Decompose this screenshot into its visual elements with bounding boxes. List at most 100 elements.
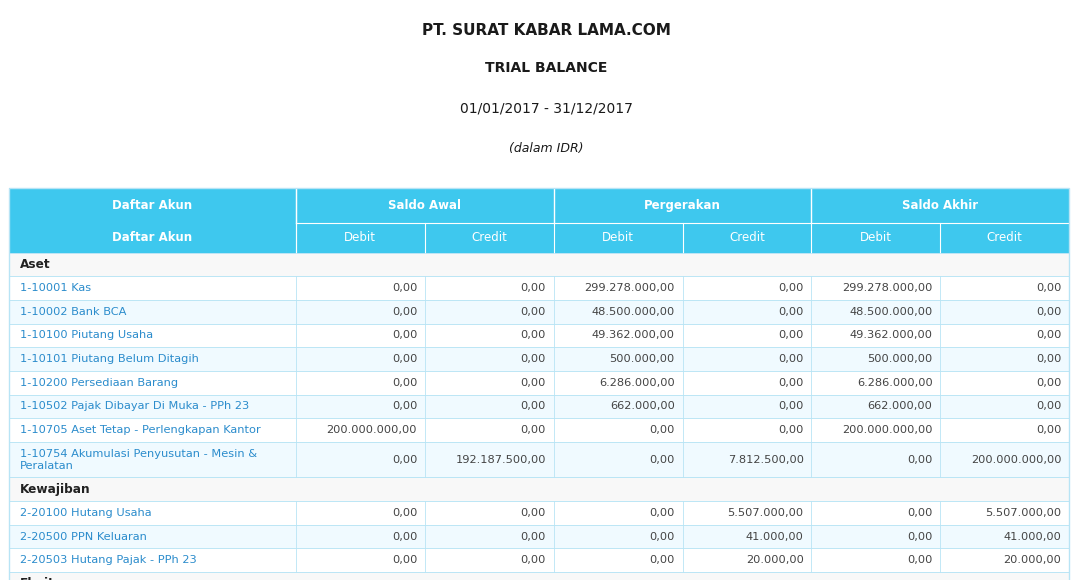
Text: 0,00: 0,00 (779, 378, 804, 388)
Text: (dalam IDR): (dalam IDR) (509, 142, 583, 155)
Text: 0,00: 0,00 (521, 307, 546, 317)
Text: Ekuitas: Ekuitas (20, 578, 70, 580)
Text: 0,00: 0,00 (1036, 307, 1061, 317)
Text: Credit: Credit (472, 231, 507, 244)
Text: 0,00: 0,00 (907, 555, 933, 566)
Bar (9, 477, 1069, 501)
Text: 41.000,00: 41.000,00 (1004, 532, 1061, 542)
Text: 0,00: 0,00 (521, 532, 546, 542)
Text: 0,00: 0,00 (392, 532, 417, 542)
Text: Daftar Akun: Daftar Akun (112, 231, 192, 244)
Text: 0,00: 0,00 (1036, 425, 1061, 435)
Text: PT. SURAT KABAR LAMA.COM: PT. SURAT KABAR LAMA.COM (422, 23, 670, 38)
Text: 192.187.500,00: 192.187.500,00 (455, 455, 546, 465)
Text: 1-10001 Kas: 1-10001 Kas (20, 283, 91, 293)
Text: 7.812.500,00: 7.812.500,00 (727, 455, 804, 465)
Bar (9, 253, 1069, 276)
Text: 200.000.000,00: 200.000.000,00 (842, 425, 933, 435)
Text: 0,00: 0,00 (521, 354, 546, 364)
Text: 1-10705 Aset Tetap - Perlengkapan Kantor: 1-10705 Aset Tetap - Perlengkapan Kantor (20, 425, 260, 435)
Text: Debit: Debit (602, 231, 634, 244)
Text: Saldo Akhir: Saldo Akhir (902, 199, 978, 212)
Text: Credit: Credit (729, 231, 764, 244)
Text: 0,00: 0,00 (392, 283, 417, 293)
Text: 20.000,00: 20.000,00 (1004, 555, 1061, 566)
Text: 0,00: 0,00 (392, 401, 417, 411)
Text: TRIAL BALANCE: TRIAL BALANCE (485, 61, 607, 75)
Text: Aset: Aset (20, 258, 50, 271)
Text: Daftar Akun: Daftar Akun (112, 199, 192, 212)
Text: 0,00: 0,00 (907, 455, 933, 465)
Text: 0,00: 0,00 (392, 354, 417, 364)
Text: 0,00: 0,00 (779, 354, 804, 364)
Text: 0,00: 0,00 (521, 378, 546, 388)
Text: 0,00: 0,00 (779, 425, 804, 435)
Text: 2-20100 Hutang Usaha: 2-20100 Hutang Usaha (20, 508, 152, 518)
Bar (9, 371, 1069, 394)
Bar (9, 347, 1069, 371)
Bar (9, 324, 1069, 347)
Text: 0,00: 0,00 (521, 401, 546, 411)
Text: 0,00: 0,00 (521, 555, 546, 566)
Text: 0,00: 0,00 (779, 283, 804, 293)
Text: 2-20503 Hutang Pajak - PPh 23: 2-20503 Hutang Pajak - PPh 23 (20, 555, 197, 566)
Text: 1-10100 Piutang Usaha: 1-10100 Piutang Usaha (20, 331, 153, 340)
Text: 0,00: 0,00 (1036, 378, 1061, 388)
Text: Saldo Awal: Saldo Awal (389, 199, 461, 212)
Text: 48.500.000,00: 48.500.000,00 (850, 307, 933, 317)
Bar (9, 276, 1069, 300)
Text: 500.000,00: 500.000,00 (867, 354, 933, 364)
Text: Debit: Debit (859, 231, 892, 244)
Text: 0,00: 0,00 (779, 331, 804, 340)
Text: 0,00: 0,00 (1036, 331, 1061, 340)
Text: 01/01/2017 - 31/12/2017: 01/01/2017 - 31/12/2017 (460, 102, 632, 115)
Text: 0,00: 0,00 (392, 331, 417, 340)
Bar (9, 525, 1069, 549)
Text: 0,00: 0,00 (521, 331, 546, 340)
Text: 0,00: 0,00 (779, 307, 804, 317)
Text: 2-20500 PPN Keluaran: 2-20500 PPN Keluaran (20, 532, 146, 542)
Text: 0,00: 0,00 (650, 455, 675, 465)
Text: Kewajiban: Kewajiban (20, 483, 91, 496)
Text: 1-10002 Bank BCA: 1-10002 Bank BCA (20, 307, 126, 317)
Text: 1-10200 Persediaan Barang: 1-10200 Persediaan Barang (20, 378, 178, 388)
Text: 20.000,00: 20.000,00 (746, 555, 804, 566)
Text: 48.500.000,00: 48.500.000,00 (592, 307, 675, 317)
Text: 0,00: 0,00 (650, 508, 675, 518)
Text: 662.000,00: 662.000,00 (610, 401, 675, 411)
Text: 6.286.000,00: 6.286.000,00 (857, 378, 933, 388)
Text: 5.507.000,00: 5.507.000,00 (727, 508, 804, 518)
Text: 0,00: 0,00 (1036, 401, 1061, 411)
Text: 0,00: 0,00 (521, 425, 546, 435)
Text: 500.000,00: 500.000,00 (609, 354, 675, 364)
Text: 0,00: 0,00 (650, 555, 675, 566)
Text: 49.362.000,00: 49.362.000,00 (850, 331, 933, 340)
Text: 0,00: 0,00 (392, 378, 417, 388)
Text: 0,00: 0,00 (392, 508, 417, 518)
Text: 0,00: 0,00 (392, 307, 417, 317)
Text: Credit: Credit (987, 231, 1022, 244)
Text: 0,00: 0,00 (392, 555, 417, 566)
Bar (9, 501, 1069, 525)
Text: 0,00: 0,00 (521, 508, 546, 518)
Text: 200.000.000,00: 200.000.000,00 (327, 425, 417, 435)
Text: 5.507.000,00: 5.507.000,00 (985, 508, 1061, 518)
Text: 299.278.000,00: 299.278.000,00 (584, 283, 675, 293)
Text: 0,00: 0,00 (1036, 283, 1061, 293)
Text: 6.286.000,00: 6.286.000,00 (600, 378, 675, 388)
Bar (9, 549, 1069, 572)
Bar (9, 418, 1069, 442)
Text: Pergerakan: Pergerakan (644, 199, 721, 212)
Text: 0,00: 0,00 (650, 532, 675, 542)
Bar (9, 572, 1069, 580)
Text: 662.000,00: 662.000,00 (868, 401, 933, 411)
Text: 1-10101 Piutang Belum Ditagih: 1-10101 Piutang Belum Ditagih (20, 354, 199, 364)
Text: 299.278.000,00: 299.278.000,00 (842, 283, 933, 293)
Bar (9, 300, 1069, 324)
Text: 0,00: 0,00 (907, 508, 933, 518)
Text: 0,00: 0,00 (907, 532, 933, 542)
Text: 0,00: 0,00 (521, 283, 546, 293)
Text: 0,00: 0,00 (392, 455, 417, 465)
Bar (9, 394, 1069, 418)
Text: 0,00: 0,00 (779, 401, 804, 411)
